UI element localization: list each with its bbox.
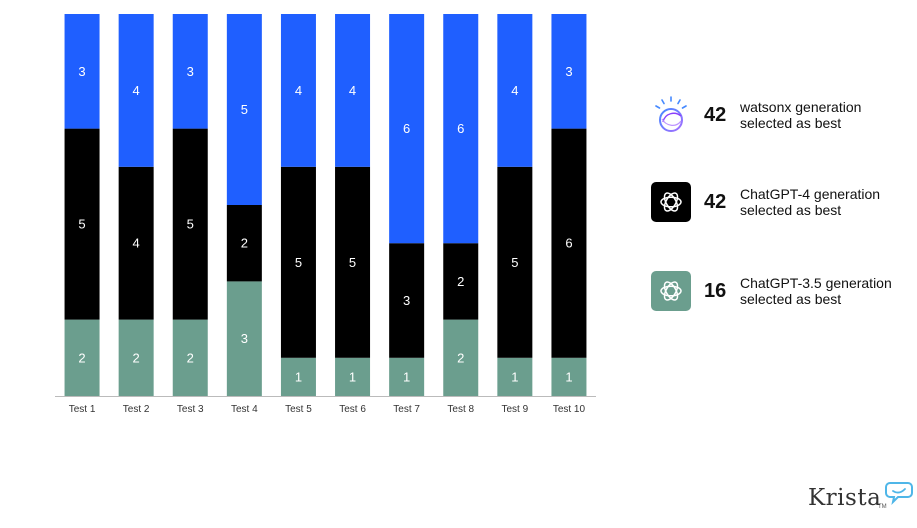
bar-value-label: 2 [187, 350, 194, 365]
bar-segment [497, 166, 533, 358]
bar-segment [226, 14, 262, 205]
x-tick-label: Test 2 [123, 404, 150, 415]
bar-segment [335, 14, 371, 167]
bar-segment [497, 14, 533, 167]
bar-value-label: 1 [565, 369, 572, 384]
bar-value-label: 4 [133, 236, 140, 251]
bar-value-label: 4 [133, 83, 140, 98]
bar-segment [64, 319, 100, 396]
bar-value-label: 5 [187, 217, 194, 232]
bar-segment [551, 128, 587, 358]
legend-line2: selected as best [740, 291, 842, 307]
bar-value-label: 1 [403, 369, 410, 384]
legend-count: 16 [704, 280, 727, 302]
bar-value-label: 2 [78, 350, 85, 365]
bar-segment [118, 166, 154, 320]
x-tick-label: Test 10 [553, 404, 586, 415]
legend-count: 42 [704, 104, 727, 126]
legend-description: watsonx generation selected as best [740, 99, 917, 131]
chat-bubble-icon [885, 482, 913, 506]
chatgpt4-icon [651, 182, 691, 222]
bar-value-label: 5 [78, 217, 85, 232]
bar-value-label: 3 [241, 331, 248, 346]
bar-segment [226, 205, 262, 282]
bar-segment [226, 281, 262, 396]
legend-line1: watsonx generation [740, 99, 862, 115]
bar-value-label: 1 [349, 369, 356, 384]
bar-value-label: 6 [457, 121, 464, 136]
chatgpt35-icon [651, 271, 691, 311]
bar-value-label: 5 [295, 255, 302, 270]
x-tick-label: Test 8 [447, 404, 474, 415]
bar-segment [389, 357, 425, 396]
legend-line1: ChatGPT-4 generation [740, 186, 881, 202]
bar-value-label: 2 [241, 236, 248, 251]
legend-item-chatgpt4: 42 ChatGPT-4 generation selected as best [651, 182, 913, 222]
x-tick-label: Test 6 [339, 404, 366, 415]
bar-value-label: 4 [511, 83, 518, 98]
x-tick-label: Test 7 [393, 404, 420, 415]
bar-value-label: 3 [403, 293, 410, 308]
bar-segment [443, 14, 479, 244]
bar-value-label: 1 [511, 369, 518, 384]
bar-value-label: 5 [349, 255, 356, 270]
bar-value-label: 5 [241, 102, 248, 117]
x-tick-label: Test 3 [177, 404, 204, 415]
bar-segment [118, 319, 154, 396]
bar-segment [443, 243, 479, 320]
legend-line2: selected as best [740, 202, 842, 218]
brand-logo-text: Krista [808, 485, 882, 511]
bar-value-label: 4 [349, 83, 356, 98]
bar-value-label: 6 [565, 236, 572, 251]
bar-segment [335, 357, 371, 396]
bar-value-label: 6 [403, 121, 410, 136]
bar-segment [389, 14, 425, 244]
bar-value-label: 4 [295, 83, 302, 98]
bar-segment [389, 243, 425, 358]
bar-value-label: 1 [295, 369, 302, 384]
bar-segment [172, 128, 208, 320]
legend-item-chatgpt35: 16 ChatGPT-3.5 generation selected as be… [651, 271, 913, 311]
bar-segment [551, 14, 587, 129]
bar-value-label: 3 [78, 64, 85, 79]
bar-value-label: 3 [565, 64, 572, 79]
x-tick-label: Test 9 [502, 404, 529, 415]
bar-segment [118, 14, 154, 167]
bar-value-label: 2 [133, 350, 140, 365]
bar-segment [335, 166, 371, 358]
x-tick-label: Test 1 [69, 404, 96, 415]
legend-description: ChatGPT-4 generation selected as best [740, 186, 917, 218]
legend-line1: ChatGPT-3.5 generation [740, 275, 892, 291]
bar-value-label: 2 [457, 350, 464, 365]
legend-count: 42 [704, 191, 727, 213]
bar-segment [64, 14, 100, 129]
legend-description: ChatGPT-3.5 generation selected as best [740, 275, 917, 307]
bar-segment [280, 357, 316, 396]
bar-segment [172, 14, 208, 129]
x-tick-label: Test 4 [231, 404, 258, 415]
bar-segment [280, 14, 316, 167]
x-tick-label: Test 5 [285, 404, 312, 415]
bar-value-label: 5 [511, 255, 518, 270]
watsonx-icon [651, 95, 691, 135]
bar-segment [497, 357, 533, 396]
bar-value-label: 2 [457, 274, 464, 289]
bar-value-label: 3 [187, 64, 194, 79]
legend-item-watsonx: 42 watsonx generation selected as best [651, 95, 913, 135]
bar-segment [280, 166, 316, 358]
bar-segment [443, 319, 479, 396]
bar-segment [551, 357, 587, 396]
bar-segment [172, 319, 208, 396]
brand-trademark: TM [878, 504, 887, 510]
legend-line2: selected as best [740, 115, 842, 131]
bar-segment [64, 128, 100, 320]
stacked-bar-chart: 2 5 3 Test 1 2 4 4 Test 2 2 5 3 Test 3 3 2 5 Test 4 1 5 4 T… [55, 14, 596, 415]
